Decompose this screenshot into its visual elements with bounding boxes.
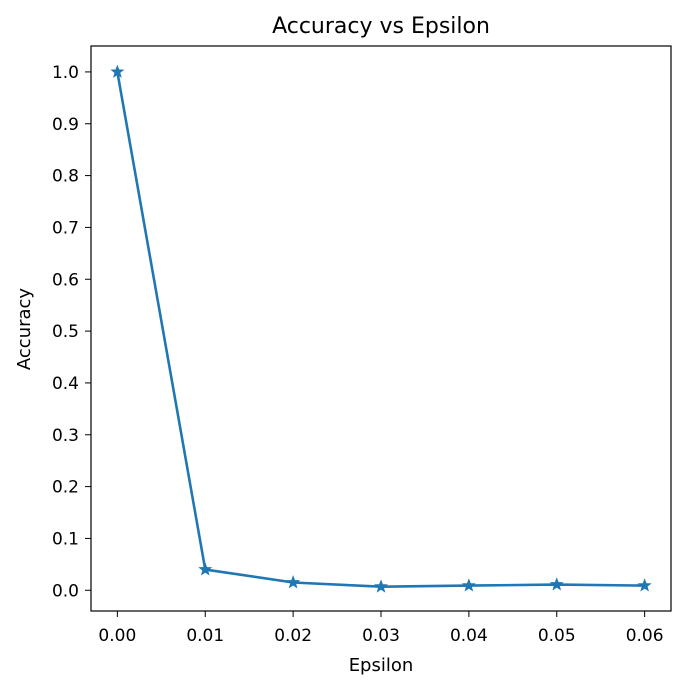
data-point-star <box>198 562 213 576</box>
x-axis: 0.00 0.01 0.02 0.03 0.04 0.05 0.06 <box>98 611 664 646</box>
series-layer <box>110 64 652 593</box>
y-tick-label: 1.0 <box>52 63 79 83</box>
y-tick-label: 0.9 <box>52 115 79 135</box>
plot-frame <box>90 45 672 612</box>
y-tick-label: 0.5 <box>52 322 79 342</box>
y-tick-label: 0.4 <box>52 374 79 394</box>
y-axis: 0.0 0.1 0.2 0.3 0.4 0.5 0.6 0.7 0.8 0.9 1.0 <box>52 63 91 601</box>
y-tick-label: 0.2 <box>52 478 79 498</box>
data-point-star <box>374 579 388 593</box>
x-tick-label: 0.02 <box>274 626 312 646</box>
y-tick-label: 0.6 <box>52 270 79 290</box>
x-axis-label: Epsilon <box>349 655 414 676</box>
x-tick-label: 0.05 <box>538 626 576 646</box>
x-tick-label: 0.00 <box>98 626 136 646</box>
data-point-star <box>286 575 301 589</box>
y-tick-label: 0.0 <box>52 581 79 601</box>
data-point-star <box>461 578 476 592</box>
data-point-star <box>549 577 564 591</box>
data-point-star <box>110 64 125 78</box>
y-tick-label: 0.7 <box>52 218 79 238</box>
y-tick-label: 0.1 <box>52 529 79 549</box>
chart-title: Accuracy vs Epsilon <box>272 14 490 39</box>
y-tick-label: 0.8 <box>52 167 79 187</box>
y-axis-label: Accuracy <box>14 288 35 371</box>
x-tick-label: 0.01 <box>186 626 224 646</box>
x-tick-label: 0.03 <box>362 626 400 646</box>
x-tick-label: 0.06 <box>626 626 664 646</box>
plot-area <box>91 46 671 611</box>
x-tick-label: 0.04 <box>450 626 488 646</box>
y-tick-label: 0.3 <box>52 426 79 446</box>
data-point-star <box>637 578 652 592</box>
